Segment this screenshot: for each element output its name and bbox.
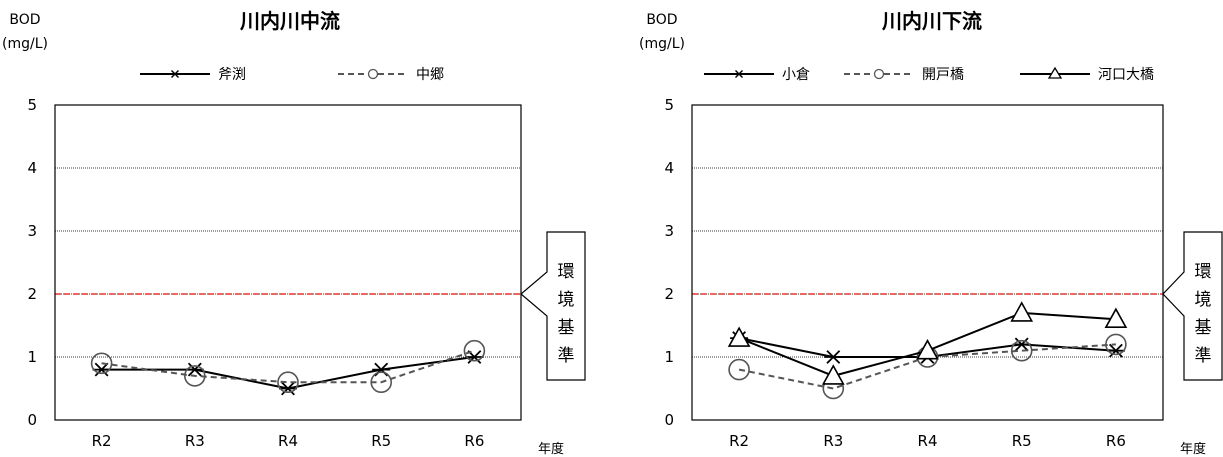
standard-callout-label: 基 [1195, 318, 1212, 338]
y-tick-label: 0 [664, 411, 674, 429]
data-point [1010, 301, 1034, 322]
y-tick-label: 1 [27, 348, 37, 366]
y-tick-label: 1 [664, 348, 674, 366]
standard-callout-label: 環 [558, 262, 575, 282]
x-tick-label: R3 [823, 432, 843, 450]
chart-title: 川内川中流 [239, 9, 340, 33]
y-tick-label: 3 [27, 222, 37, 240]
standard-callout-label: 基 [558, 318, 575, 338]
data-point [279, 381, 297, 396]
series-line [101, 349, 475, 384]
y-tick-label: 3 [664, 222, 674, 240]
x-tick-label: R4 [278, 432, 298, 450]
standard-callout-label: 境 [1195, 290, 1212, 310]
data-point [824, 350, 843, 364]
y-tick-label: 4 [664, 159, 674, 177]
standard-callout [1162, 231, 1223, 381]
data-point [185, 362, 204, 377]
legend-label: 小倉 [782, 67, 810, 83]
x-tick-label: R3 [185, 432, 205, 450]
plot-frame [691, 104, 1164, 421]
data-point [1012, 337, 1031, 352]
y-tick-label: 2 [27, 285, 37, 303]
data-point [463, 339, 486, 362]
legend-item: 斧渕 [140, 67, 246, 83]
legend-item: 中郷 [338, 67, 444, 83]
data-point [92, 362, 111, 377]
unit-label: BOD [646, 12, 677, 28]
data-point [1106, 343, 1125, 358]
standard-callout [520, 231, 586, 381]
legend-label: 河口大橋 [1098, 67, 1154, 83]
legend-item: 開戸橋 [844, 67, 964, 83]
unit-label: (mg/L) [639, 36, 685, 52]
legend-label: 中郷 [416, 67, 444, 83]
standard-callout-label: 準 [558, 346, 575, 366]
data-point [90, 352, 113, 375]
x-tick-label: R6 [464, 432, 484, 450]
plot-frame [54, 104, 522, 421]
data-point [1010, 339, 1033, 362]
data-point [1105, 333, 1127, 356]
y-tick-label: 5 [664, 96, 674, 114]
legend-label: 斧渕 [218, 67, 246, 83]
legend-item: 小倉 [704, 67, 810, 83]
data-point [728, 358, 750, 381]
data-point [184, 365, 206, 387]
y-tick-label: 0 [27, 411, 37, 429]
y-tick-label: 5 [27, 96, 37, 114]
data-point [727, 326, 751, 347]
x-tick-label: R4 [918, 432, 938, 450]
data-point [916, 339, 939, 360]
data-point [277, 371, 299, 394]
unit-label: BOD [9, 12, 40, 28]
x-tick-label: R5 [371, 432, 391, 450]
standard-callout-label: 準 [1195, 346, 1212, 366]
x-tick-label: R5 [1012, 432, 1032, 450]
legend-label: 開戸橋 [922, 67, 964, 83]
data-point [1104, 307, 1128, 329]
y-tick-label: 4 [27, 159, 37, 177]
data-point [370, 371, 393, 394]
standard-callout-label: 境 [558, 290, 575, 310]
unit-label: (mg/L) [2, 36, 48, 52]
legend-item: 河口大橋 [1020, 66, 1154, 83]
data-point [821, 364, 845, 385]
x-tick-label: R2 [729, 432, 749, 450]
x-tick-label: R6 [1106, 432, 1126, 450]
chart-title: 川内川下流 [881, 9, 982, 33]
x-axis-label: 年度 [538, 441, 564, 457]
x-axis-label: 年度 [1180, 441, 1206, 457]
x-tick-label: R2 [92, 432, 112, 450]
standard-callout-label: 環 [1195, 262, 1212, 282]
y-tick-label: 2 [664, 285, 674, 303]
